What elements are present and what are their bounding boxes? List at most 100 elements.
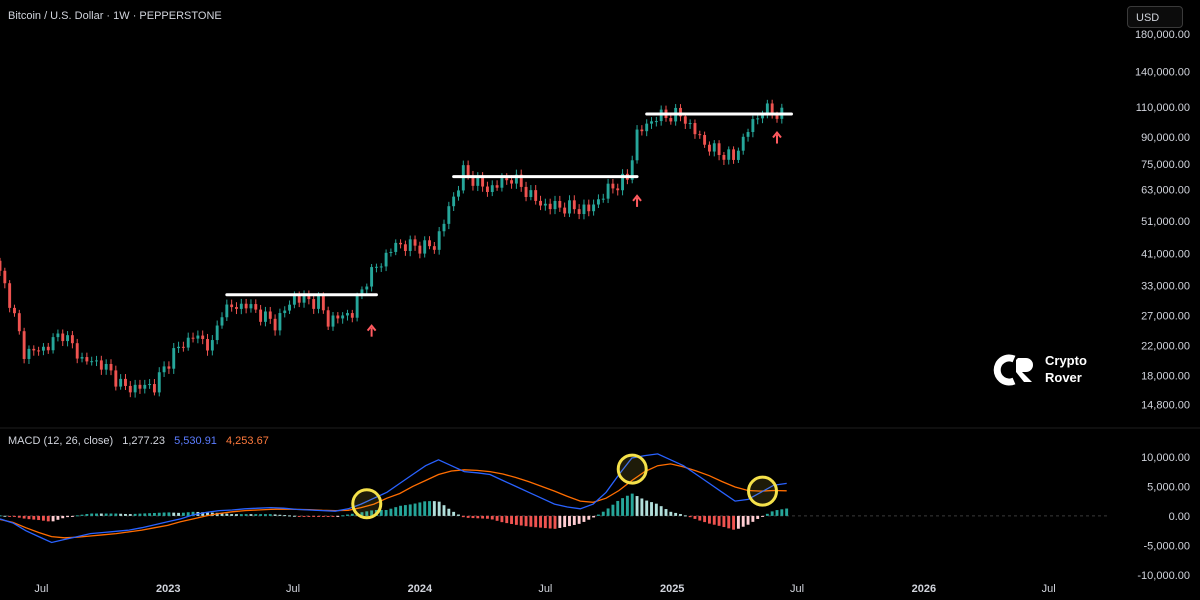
macd-histogram-bar [524,515,528,527]
macd-histogram [0,493,789,530]
macd-histogram-bar [167,512,171,516]
candle-body [302,294,306,303]
candle-body [732,149,736,160]
macd-histogram-bar [0,515,2,517]
macd-histogram-bar [736,515,740,529]
candle-body [471,175,475,186]
candle-body [157,372,161,393]
candle-body [85,357,89,362]
candle-body [138,384,142,389]
macd-histogram-bar [495,515,499,521]
macd-histogram-bar [577,515,581,524]
macd-histogram-bar [95,513,98,516]
candle-body [8,283,12,308]
candle-body [765,103,769,115]
macd-histogram-bar [481,515,485,519]
candles [0,99,784,398]
macd-histogram-bar [514,515,518,525]
candle-body [529,190,533,198]
macd-histogram-bar [645,500,649,516]
candle-body [374,266,378,268]
time-axis-tick-label: 2026 [912,583,936,595]
candle-body [230,304,234,308]
macd-histogram-bar [529,515,533,527]
candle-body [27,348,31,359]
candle-body [244,303,248,309]
candle-body [186,337,190,348]
macd-line-value: 5,530.91 [174,435,217,447]
candle-body [37,350,41,352]
candle-body [152,384,156,393]
candle-body [128,385,132,393]
macd-histogram-bar [625,495,629,516]
macd-histogram-bar [688,515,692,518]
macd-histogram-value: 1,277.23 [122,435,166,447]
macd-histogram-bar [37,515,41,521]
candle-body [70,335,74,344]
macd-histogram-bar [51,515,55,522]
candle-body [167,366,171,369]
macd-axis-tick-label: 5,000.00 [1147,481,1190,493]
candle-body [99,360,103,370]
price-axis-tick-label: 63,000.00 [1141,185,1190,197]
macd-histogram-bar [669,511,673,516]
candle-body [331,315,335,327]
candle-body [249,304,253,309]
candle-body [558,200,562,208]
candle-body [90,361,94,363]
candle-body [109,363,113,371]
price-axis-tick-label: 51,000.00 [1141,216,1190,228]
macd-histogram-bar [177,512,181,516]
macd-histogram-bar [616,500,620,516]
macd-histogram-bar [693,515,697,519]
macd-histogram-bar [384,510,388,516]
candle-body [698,134,702,136]
macd-histogram-bar [181,512,185,516]
candle-body [756,118,760,120]
candle-body [606,183,610,199]
candle-body [206,338,209,351]
macd-histogram-bar [235,514,238,516]
macd-histogram-bar [563,515,567,528]
arrow-head [632,194,642,202]
macd-histogram-bar [553,515,557,529]
macd-histogram-bar [413,503,417,516]
crossover-highlight-circle [616,453,648,485]
candle-body [621,173,625,191]
candle-body [46,346,50,351]
candle-body [346,313,349,316]
candle-body [746,132,750,137]
candle-body [548,203,552,210]
macd-histogram-bar [292,515,296,517]
candle-body [654,121,658,123]
macd-histogram-bar [394,507,398,516]
macd-histogram-bar [336,515,340,517]
macd-histogram-bar [519,515,523,526]
brand-line-1: Crypto [1045,353,1087,368]
macd-signal-line [0,463,787,539]
candle-body [592,204,596,212]
macd-histogram-bar [254,514,258,516]
candle-body [148,384,152,386]
macd-histogram-bar [268,514,272,516]
macd-histogram-bar [249,514,253,516]
price-axis-tick-label: 27,000.00 [1141,310,1190,322]
macd-histogram-bar [582,515,586,522]
macd-histogram-bar [423,501,427,516]
symbol-title: Bitcoin / U.S. Dollar · 1W · PEPPERSTONE [8,10,222,22]
candle-body [481,176,485,187]
candle-body [447,206,451,224]
candle-body [539,200,542,206]
candle-body [22,331,26,359]
macd-histogram-bar [80,514,84,516]
currency-button[interactable]: USD [1127,6,1183,28]
candle-body [510,180,514,184]
macd-histogram-bar [17,515,21,518]
macd-histogram-bar [611,504,615,516]
macd-histogram-bar [186,512,190,516]
arrow-head [366,324,377,332]
macd-histogram-bar [331,515,335,517]
macd-histogram-bar [8,515,12,517]
macd-histogram-bar [756,515,760,519]
